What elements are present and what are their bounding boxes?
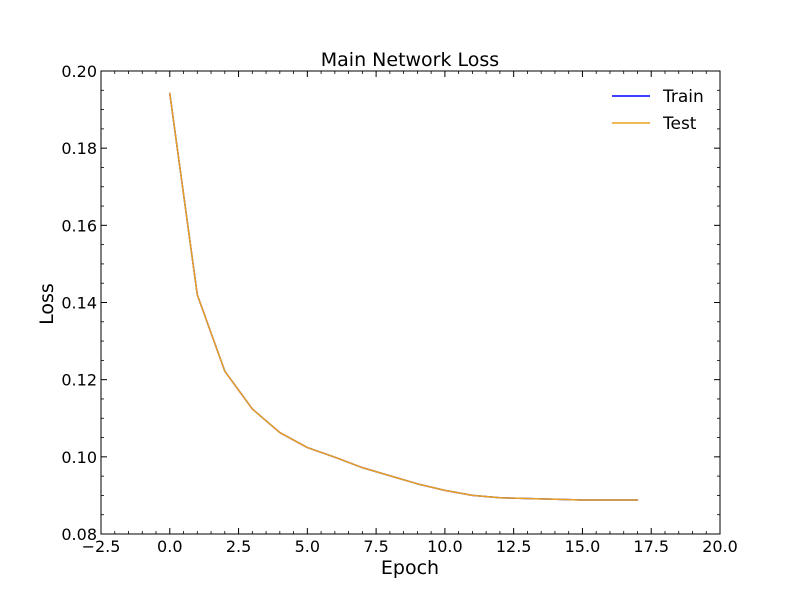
x-tick-label: 12.5 [496,537,532,556]
x-tick-label: 15.0 [565,537,601,556]
x-tick-label: 20.0 [702,537,738,556]
series-line-train [169,92,639,501]
y-tick-label: 0.12 [61,371,97,390]
x-tick-label: 0.0 [157,537,182,556]
legend: Train Test [612,87,704,134]
y-axis-title: Loss [36,283,58,325]
y-tick-label: 0.08 [61,525,97,544]
x-tick-label: 10.0 [427,537,463,556]
y-tick-label: 0.20 [61,62,97,81]
legend-label-test: Test [662,114,697,134]
legend-label-train: Train [662,87,704,107]
x-tick-label: 2.5 [226,537,251,556]
y-tick-label: 0.10 [61,448,97,467]
series-lines [169,92,639,501]
x-tick-label: −2.5 [82,537,121,556]
y-tick-label: 0.16 [61,216,97,235]
x-tick-label: 7.5 [363,537,388,556]
x-tick-label: 5.0 [295,537,320,556]
x-tick-label: 17.5 [633,537,669,556]
plot-area-frame [100,70,721,535]
x-axis-title: Epoch [381,557,439,579]
series-line-test [169,92,639,501]
y-tick-label: 0.14 [61,294,97,313]
y-tick-label: 0.18 [61,139,97,158]
axis-ticks: −2.5 0.0 2.5 5.0 7.5 10.0 12.5 15.0 17.5 20.0 0.08… [61,62,737,556]
chart-title: Main Network Loss [321,49,499,71]
